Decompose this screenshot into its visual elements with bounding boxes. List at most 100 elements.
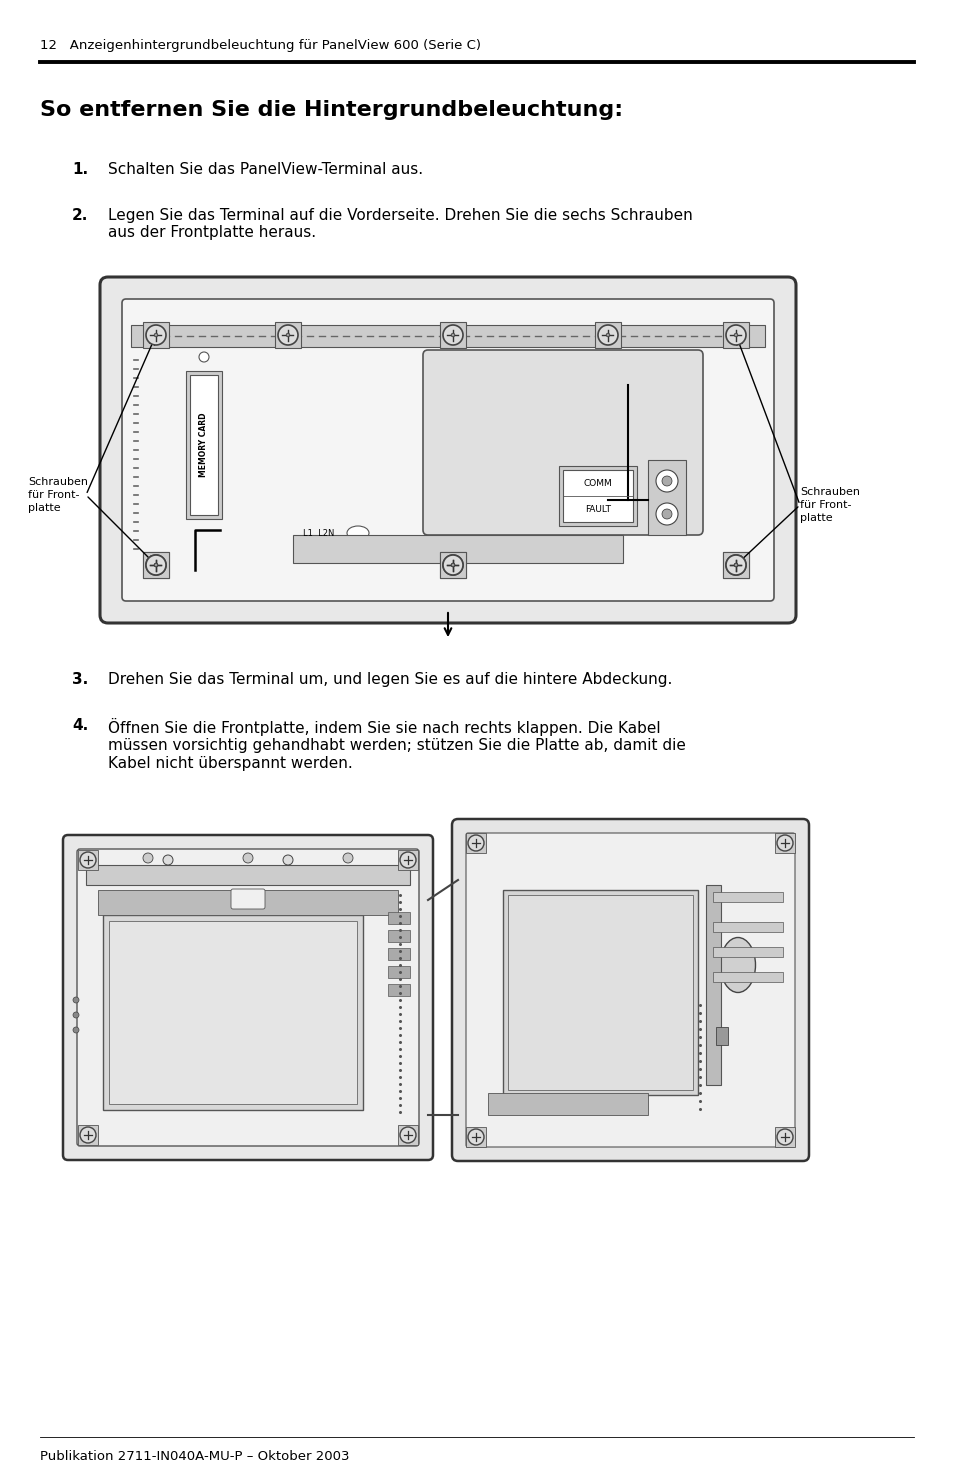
Bar [388,931,410,943]
Bar [439,322,465,348]
Text: Schalten Sie das PanelView-Terminal aus.: Schalten Sie das PanelView-Terminal aus. [108,162,423,177]
Bar [722,322,748,348]
FancyBboxPatch shape [63,835,433,1159]
Circle shape [725,324,745,345]
Bar [398,1125,417,1145]
Circle shape [656,503,678,525]
Ellipse shape [720,938,755,993]
Text: 12   Anzeigenhintergrundbeleuchtung für PanelView 600 (Serie C): 12 Anzeigenhintergrundbeleuchtung für Pa… [40,38,480,52]
Circle shape [80,1127,96,1143]
Circle shape [283,855,293,864]
FancyBboxPatch shape [465,833,794,1148]
Text: 1.: 1. [71,162,88,177]
Circle shape [776,1128,792,1145]
Circle shape [73,1012,79,1018]
Circle shape [451,333,455,336]
Circle shape [146,324,166,345]
Circle shape [399,1127,416,1143]
FancyBboxPatch shape [231,889,265,909]
Bar [712,892,782,903]
Bar [78,1125,97,1145]
Circle shape [154,563,157,566]
Bar [186,372,222,519]
FancyBboxPatch shape [100,277,795,622]
Text: 4.: 4. [71,718,89,733]
Bar [131,324,764,347]
Circle shape [146,555,166,575]
Bar [466,833,485,853]
FancyBboxPatch shape [452,819,808,1161]
Bar [439,552,465,578]
FancyBboxPatch shape [77,850,418,1146]
Text: Schrauben
für Front-
platte: Schrauben für Front- platte [28,476,88,513]
Circle shape [442,555,462,575]
Text: 2.: 2. [71,208,89,223]
Circle shape [442,555,462,575]
Bar [507,895,692,1090]
FancyBboxPatch shape [122,299,773,600]
Bar [98,889,397,914]
Bar [388,984,410,996]
Bar [388,966,410,978]
Circle shape [656,471,678,493]
Bar [705,885,720,1086]
Bar [439,552,465,578]
Circle shape [163,855,172,864]
Circle shape [243,853,253,863]
Circle shape [451,563,455,566]
Circle shape [661,509,671,519]
Ellipse shape [347,527,369,540]
Bar [775,833,794,853]
Bar [488,1093,647,1115]
Bar [466,1127,485,1146]
Bar [388,912,410,923]
Circle shape [451,563,455,566]
Bar [468,842,792,860]
Circle shape [752,838,762,848]
Bar [398,851,417,870]
Circle shape [80,853,96,867]
Circle shape [154,563,157,566]
Circle shape [442,324,462,345]
Circle shape [154,333,157,336]
Circle shape [542,838,553,848]
Bar [109,920,356,1103]
Bar [716,1027,727,1044]
Bar [143,552,169,578]
Circle shape [605,333,609,336]
Bar [722,552,748,578]
Bar [647,460,685,535]
Bar [502,889,698,1094]
Bar [558,466,637,527]
Circle shape [725,555,745,575]
Text: Drehen Sie das Terminal um, und legen Sie es auf die hintere Abdeckung.: Drehen Sie das Terminal um, und legen Si… [108,673,672,687]
Text: FAULT: FAULT [584,504,610,513]
Circle shape [776,835,792,851]
Circle shape [73,997,79,1003]
Circle shape [598,324,618,345]
FancyBboxPatch shape [422,350,702,535]
Text: 3.: 3. [71,673,89,687]
Bar [712,947,782,957]
Bar [712,922,782,932]
Bar [86,864,410,885]
Bar [143,322,169,348]
Bar [388,948,410,960]
Circle shape [734,333,737,336]
Bar [722,552,748,578]
Circle shape [277,324,297,345]
Bar [293,535,622,563]
Text: COMM: COMM [583,478,612,488]
Circle shape [146,555,166,575]
Bar [274,322,301,348]
Circle shape [734,563,737,566]
Bar [712,972,782,982]
Circle shape [725,555,745,575]
Circle shape [468,835,483,851]
Text: Schrauben
für Front-
platte: Schrauben für Front- platte [800,487,859,524]
Bar [143,552,169,578]
Text: Legen Sie das Terminal auf die Vorderseite. Drehen Sie die sechs Schrauben
aus d: Legen Sie das Terminal auf die Vordersei… [108,208,692,240]
Bar [562,471,633,522]
Bar [775,1127,794,1146]
Circle shape [468,1128,483,1145]
